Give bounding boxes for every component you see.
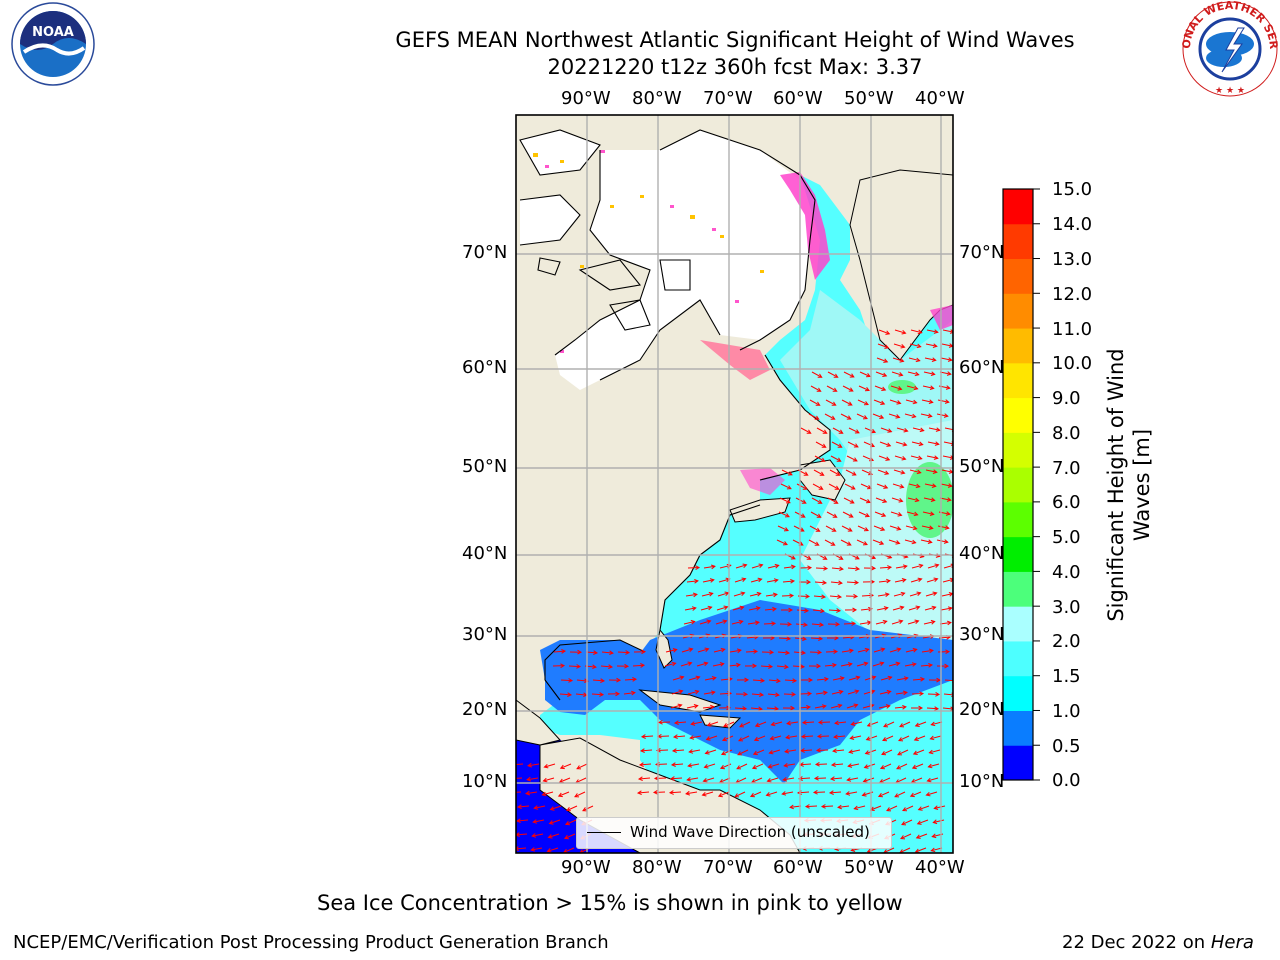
lon-label-bottom-90w: 90°W <box>561 857 611 878</box>
lat-label-right-20n: 20°N <box>959 699 1004 720</box>
colorbar-swatch <box>1003 293 1033 328</box>
lat-label-right-10n: 10°N <box>959 771 1004 792</box>
colorbar-tick-label: 2.0 <box>1052 631 1081 652</box>
lon-label-bottom-50w: 50°W <box>844 857 894 878</box>
colorbar-tick-label: 1.0 <box>1052 701 1081 722</box>
wind-wave-arrow <box>815 778 826 779</box>
wind-wave-arrow <box>654 792 665 793</box>
lon-label-bottom-40w: 40°W <box>915 857 965 878</box>
credit-text: NCEP/EMC/Verification Post Processing Pr… <box>13 932 609 953</box>
generation-date: 22 Dec 2022 on Hera <box>1062 932 1254 953</box>
lat-label-left-60n: 60°N <box>462 357 507 378</box>
wind-wave-arrow <box>800 694 811 695</box>
colorbar-tick-label: 8.0 <box>1052 423 1081 444</box>
colorbar-swatch <box>1003 641 1033 676</box>
wind-wave-arrow <box>782 596 793 597</box>
colorbar-swatch <box>1003 224 1033 259</box>
wind-wave-arrow <box>816 764 827 765</box>
colorbar-swatch <box>1003 398 1033 433</box>
legend-line-icon <box>587 832 621 833</box>
colorbar-swatch <box>1003 363 1033 398</box>
colorbar-swatch <box>1003 537 1033 572</box>
colorbar-tick-label: 14.0 <box>1052 214 1092 235</box>
wind-wave-arrow-head <box>510 791 514 795</box>
lat-label-right-60n: 60°N <box>959 357 1004 378</box>
colorbar-tick-label: 3.0 <box>1052 597 1081 618</box>
machine-name: Hera <box>1211 932 1254 953</box>
wind-wave-arrow <box>928 694 939 695</box>
lat-label-left-70n: 70°N <box>462 242 507 263</box>
lat-label-right-40n: 40°N <box>959 543 1004 564</box>
colorbar-tick-label: 6.0 <box>1052 492 1081 513</box>
colorbar-swatch <box>1003 745 1033 780</box>
wind-wave-arrow-head <box>512 763 516 767</box>
colorbar-swatch <box>1003 189 1033 224</box>
lon-label-bottom-70w: 70°W <box>703 857 753 878</box>
colorbar-tick-label: 1.5 <box>1052 666 1081 687</box>
wind-wave-arrow <box>814 792 825 793</box>
lat-label-left-50n: 50°N <box>462 456 507 477</box>
colorbar-tick-label: 5.0 <box>1052 527 1081 548</box>
wind-wave-arrow <box>784 694 795 695</box>
colorbar-tick-label: 0.5 <box>1052 736 1081 757</box>
wind-wave-arrow <box>658 736 669 737</box>
colorbar-tick-label: 12.0 <box>1052 284 1092 305</box>
wind-wave-arrow <box>810 652 821 653</box>
lat-label-right-30n: 30°N <box>959 624 1004 645</box>
lon-label-top-50w: 50°W <box>844 88 894 109</box>
colorbar-tick-label: 4.0 <box>1052 562 1081 583</box>
colorbar-tick-label: 9.0 <box>1052 388 1081 409</box>
colorbar-tick-label: 10.0 <box>1052 353 1092 374</box>
lat-label-right-50n: 50°N <box>959 456 1004 477</box>
wind-wave-arrow <box>819 722 830 723</box>
colorbar-title: Significant Height of Wind Waves [m] <box>1103 320 1155 650</box>
lat-label-right-70n: 70°N <box>959 242 1004 263</box>
legend-label: Wind Wave Direction (unscaled) <box>630 823 870 841</box>
sea-ice-note: Sea Ice Concentration > 15% is shown in … <box>317 891 903 915</box>
colorbar-swatch <box>1003 328 1033 363</box>
lon-label-top-90w: 90°W <box>561 88 611 109</box>
colorbar-swatch <box>1003 467 1033 502</box>
lat-label-left-40n: 40°N <box>462 543 507 564</box>
wind-wave-arrow <box>826 652 837 653</box>
colorbar-swatch <box>1003 571 1033 606</box>
lat-label-left-30n: 30°N <box>462 624 507 645</box>
wind-wave-arrow <box>818 736 829 737</box>
colorbar-tick-label: 7.0 <box>1052 458 1081 479</box>
lon-label-bottom-80w: 80°W <box>632 857 682 878</box>
map-legend: Wind Wave Direction (unscaled) <box>576 817 892 849</box>
lat-label-left-10n: 10°N <box>462 771 507 792</box>
wind-wave-arrow <box>688 568 699 569</box>
colorbar-swatch <box>1003 676 1033 711</box>
colorbar-tick-label: 0.0 <box>1052 770 1081 791</box>
colorbar-swatch <box>1003 502 1033 537</box>
colorbar-swatch <box>1003 710 1033 745</box>
colorbar-swatch <box>1003 259 1033 294</box>
colorbar-swatch <box>1003 606 1033 641</box>
wind-wave-arrow <box>512 764 523 765</box>
lon-label-top-70w: 70°W <box>703 88 753 109</box>
colorbar-tick-label: 15.0 <box>1052 179 1092 200</box>
lon-label-top-60w: 60°W <box>773 88 823 109</box>
colorbar-tick-label: 11.0 <box>1052 319 1092 340</box>
date-text: 22 Dec 2022 on <box>1062 932 1211 953</box>
lon-label-top-80w: 80°W <box>632 88 682 109</box>
wind-wave-arrow <box>912 694 923 695</box>
lon-label-top-40w: 40°W <box>915 88 965 109</box>
wind-wave-arrow <box>655 778 666 779</box>
lon-label-bottom-60w: 60°W <box>773 857 823 878</box>
colorbar <box>1003 189 1033 781</box>
wind-wave-arrow <box>659 722 670 723</box>
wind-wave-arrow <box>817 750 828 751</box>
lat-label-left-20n: 20°N <box>462 699 507 720</box>
colorbar-swatch <box>1003 432 1033 467</box>
colorbar-tick-label: 13.0 <box>1052 249 1092 270</box>
wind-wave-arrow-head <box>511 777 515 781</box>
